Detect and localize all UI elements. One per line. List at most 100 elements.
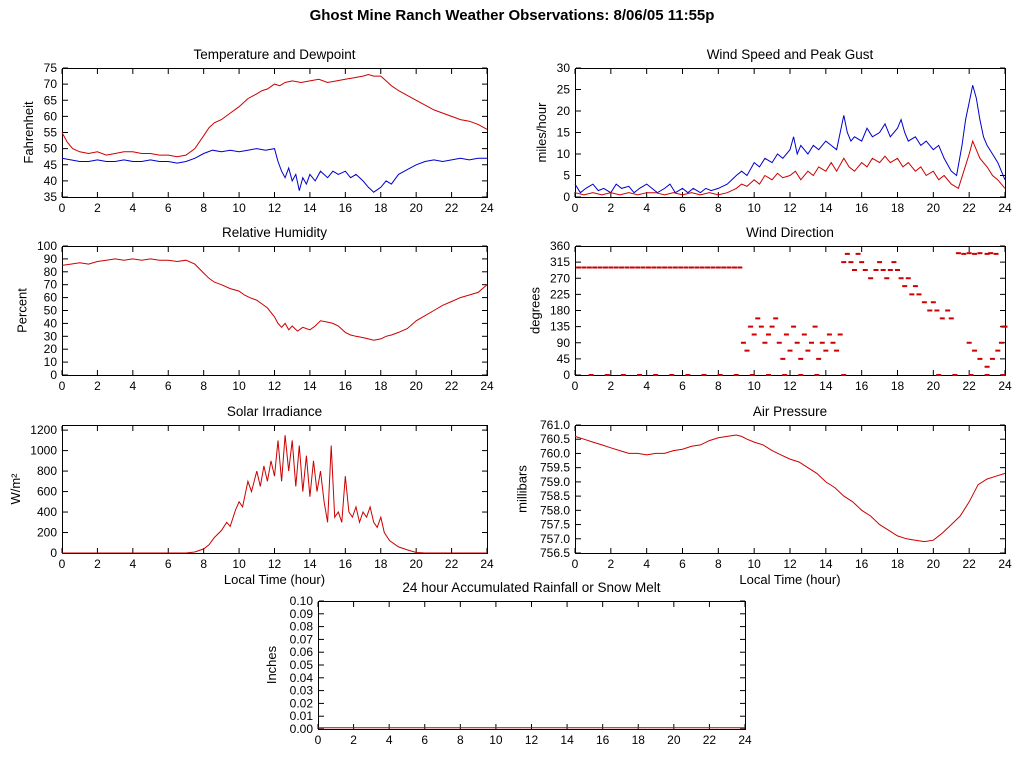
air-pressure-plot: Air Pressure756.5757.0757.5758.0758.5759… <box>515 404 1012 587</box>
svg-text:25: 25 <box>557 83 571 97</box>
svg-text:14: 14 <box>303 557 317 571</box>
svg-text:65: 65 <box>44 93 58 107</box>
svg-text:10: 10 <box>232 379 246 393</box>
svg-text:8: 8 <box>200 379 207 393</box>
svg-text:20: 20 <box>409 557 423 571</box>
svg-text:100: 100 <box>37 239 57 253</box>
svg-text:60: 60 <box>44 291 58 305</box>
relative-humidity-plot: Relative Humidity01020304050607080901000… <box>15 225 494 393</box>
svg-text:30: 30 <box>44 329 58 343</box>
svg-text:40: 40 <box>44 174 58 188</box>
svg-text:0: 0 <box>59 379 66 393</box>
relative-humidity-chart: Relative Humidity 0 10 20 30 40 50 60 70 80 90 100 0… <box>0 218 512 396</box>
svg-text:16: 16 <box>855 557 869 571</box>
svg-text:10: 10 <box>557 147 571 161</box>
svg-text:0.01: 0.01 <box>290 709 314 723</box>
svg-text:90: 90 <box>557 336 571 350</box>
solar-irradiance-chart: Solar Irradiance 0 200 400 600 800 1000 1200 0 2 4… <box>0 397 512 587</box>
svg-text:135: 135 <box>550 320 570 334</box>
svg-text:16: 16 <box>339 201 353 215</box>
svg-text:2: 2 <box>607 557 614 571</box>
svg-text:24 hour Accumulated Rainfall o: 24 hour Accumulated Rainfall or Snow Mel… <box>402 580 660 595</box>
svg-text:50: 50 <box>44 142 58 156</box>
svg-text:6: 6 <box>165 201 172 215</box>
svg-text:18: 18 <box>632 733 646 747</box>
svg-text:12: 12 <box>783 201 797 215</box>
svg-text:761.0: 761.0 <box>540 418 570 432</box>
svg-text:4: 4 <box>643 201 650 215</box>
svg-text:10: 10 <box>44 355 58 369</box>
svg-text:360: 360 <box>550 239 570 253</box>
svg-text:14: 14 <box>560 733 574 747</box>
svg-text:20: 20 <box>927 557 941 571</box>
svg-text:0: 0 <box>315 733 322 747</box>
svg-text:0.04: 0.04 <box>290 671 314 685</box>
svg-text:1000: 1000 <box>30 444 57 458</box>
svg-text:760.5: 760.5 <box>540 432 570 446</box>
svg-text:0.02: 0.02 <box>290 696 314 710</box>
svg-text:Wind Speed and Peak Gust: Wind Speed and Peak Gust <box>707 47 874 62</box>
svg-text:40: 40 <box>44 316 58 330</box>
svg-text:20: 20 <box>44 342 58 356</box>
svg-text:4: 4 <box>129 557 136 571</box>
svg-text:0: 0 <box>572 201 579 215</box>
svg-text:Air Pressure: Air Pressure <box>753 404 827 419</box>
svg-text:270: 270 <box>550 271 570 285</box>
svg-text:0.07: 0.07 <box>290 632 314 646</box>
svg-text:Temperature and Dewpoint: Temperature and Dewpoint <box>193 47 355 62</box>
svg-text:20: 20 <box>409 379 423 393</box>
svg-text:70: 70 <box>44 77 58 91</box>
rainfall-plot: 24 hour Accumulated Rainfall or Snow Mel… <box>264 580 752 747</box>
svg-text:800: 800 <box>37 464 57 478</box>
svg-text:miles/hour: miles/hour <box>534 102 549 163</box>
svg-text:14: 14 <box>303 379 317 393</box>
svg-text:16: 16 <box>596 733 610 747</box>
svg-text:0: 0 <box>572 557 579 571</box>
svg-text:24: 24 <box>480 557 494 571</box>
svg-text:24: 24 <box>998 201 1012 215</box>
svg-text:759.0: 759.0 <box>540 475 570 489</box>
svg-text:12: 12 <box>268 201 282 215</box>
svg-text:10: 10 <box>747 201 761 215</box>
svg-text:400: 400 <box>37 505 57 519</box>
svg-text:20: 20 <box>667 733 681 747</box>
svg-text:2: 2 <box>350 733 357 747</box>
svg-text:6: 6 <box>679 557 686 571</box>
svg-text:10: 10 <box>747 379 761 393</box>
svg-text:2: 2 <box>94 379 101 393</box>
svg-text:55: 55 <box>44 126 58 140</box>
svg-text:315: 315 <box>550 255 570 269</box>
svg-text:0: 0 <box>572 379 579 393</box>
svg-text:Local Time (hour): Local Time (hour) <box>224 572 325 587</box>
svg-text:6: 6 <box>679 201 686 215</box>
svg-text:8: 8 <box>715 379 722 393</box>
svg-text:22: 22 <box>445 379 459 393</box>
svg-text:22: 22 <box>445 557 459 571</box>
svg-text:degrees: degrees <box>528 287 543 334</box>
svg-text:20: 20 <box>409 201 423 215</box>
svg-text:2: 2 <box>607 379 614 393</box>
svg-text:0.10: 0.10 <box>290 594 314 608</box>
svg-text:225: 225 <box>550 287 570 301</box>
svg-text:Relative Humidity: Relative Humidity <box>222 225 327 240</box>
svg-text:4: 4 <box>643 379 650 393</box>
air-pressure-chart: Air Pressure 756.5 757.0 757.5 758.0 758.5 759… <box>512 397 1024 587</box>
svg-text:16: 16 <box>855 379 869 393</box>
svg-text:Fahrenheit: Fahrenheit <box>21 101 36 164</box>
svg-text:20: 20 <box>927 379 941 393</box>
svg-text:millibars: millibars <box>515 465 530 513</box>
svg-text:2: 2 <box>94 201 101 215</box>
svg-text:8: 8 <box>200 557 207 571</box>
svg-text:0: 0 <box>50 546 57 560</box>
svg-text:22: 22 <box>962 379 976 393</box>
svg-text:6: 6 <box>679 379 686 393</box>
svg-text:759.5: 759.5 <box>540 461 570 475</box>
svg-text:24: 24 <box>738 733 752 747</box>
svg-text:10: 10 <box>232 201 246 215</box>
svg-text:Percent: Percent <box>15 288 30 333</box>
temperature-dewpoint-plot: Temperature and Dewpoint3540455055606570… <box>21 47 494 215</box>
svg-text:0: 0 <box>563 190 570 204</box>
svg-text:12: 12 <box>783 557 797 571</box>
svg-text:8: 8 <box>715 557 722 571</box>
